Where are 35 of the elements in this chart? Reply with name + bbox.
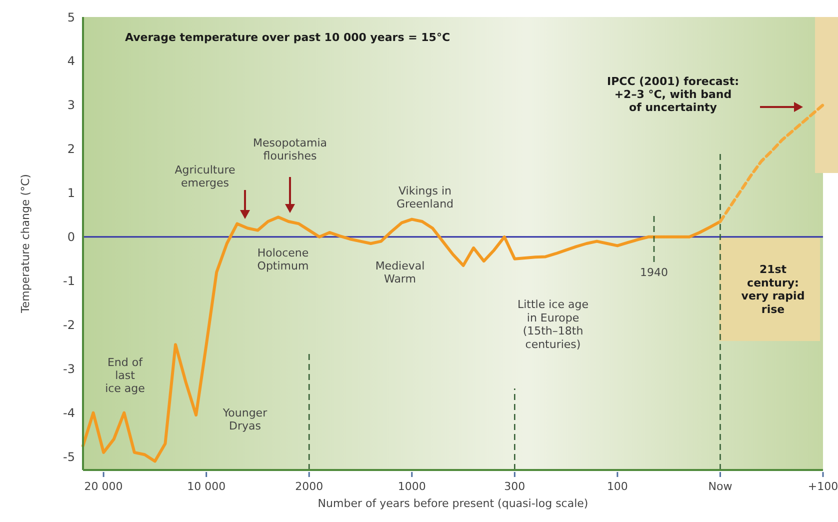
x-tick-label: Now [708,480,732,493]
x-tick-label: 300 [504,480,526,493]
y-tick-label: 2 [67,142,75,156]
y-tick-label: 4 [67,54,75,68]
x-tick-label: 2000 [295,480,324,493]
annotation: Mesopotamia flourishes [253,136,327,163]
x-tick-label: 1000 [398,480,426,493]
x-tick-label: 20 000 [84,480,123,493]
x-tick-label: 10 000 [187,480,226,493]
annotation: Medieval Warm [375,259,425,286]
x-axis-title: Number of years before present (quasi-log scale) [318,497,588,510]
line-series [82,216,722,463]
y-tick-label: -1 [63,274,75,288]
annotation: Little ice age in Europe (15th–18th centuries) [518,298,589,351]
annotation: IPCC (2001) forecast: +2–3 °C, with band of uncertainty [606,74,740,114]
annotation: Younger Dryas [222,406,268,433]
y-tick-label: 1 [67,186,75,200]
annotation: 21st century: very rapid rise [741,263,805,316]
y-tick-label: 3 [67,98,75,112]
annotation: End of last ice age [105,356,146,396]
y-tick-label: -5 [63,450,75,464]
x-tick-label: +100 [808,480,838,493]
annotation: Holocene Optimum [257,246,309,273]
y-tick-label: -2 [63,318,75,332]
annotation: Vikings in Greenland [396,184,454,211]
y-tick-label: -4 [63,406,75,420]
y-tick-label: 5 [67,10,75,24]
y-axis-title: Temperature change (°C) [19,174,32,314]
x-tick-label: 100 [606,480,628,493]
y-tick-label: -3 [63,362,75,376]
annotation: 1940 [640,266,668,280]
annotation: Average temperature over past 10 000 years = 15°C [125,31,450,44]
y-tick-label: 0 [67,230,75,244]
line-series [718,103,824,224]
annotation: Agriculture emerges [174,163,236,190]
